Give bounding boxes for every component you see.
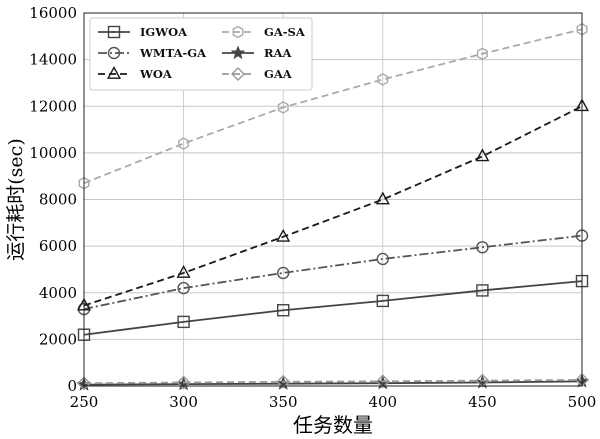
y-tick-label: 12000 <box>29 97 77 115</box>
y-tick-label: 16000 <box>29 4 77 22</box>
y-tick-label: 10000 <box>29 144 77 162</box>
legend-label: GAA <box>264 67 293 81</box>
legend-entry-igwoa: IGWOA <box>98 25 188 39</box>
y-tick-label: 4000 <box>39 284 77 302</box>
legend: IGWOA WMTA-GA WOA GA-SA RAA GAA <box>90 18 312 90</box>
x-tick-label: 400 <box>368 393 397 411</box>
legend-label: WMTA-GA <box>139 46 207 60</box>
x-axis-title: 任务数量 <box>293 413 373 437</box>
legend-label: IGWOA <box>140 25 188 39</box>
y-tick-label: 14000 <box>29 51 77 69</box>
x-tick-label: 250 <box>70 393 99 411</box>
legend-label: RAA <box>264 46 292 60</box>
y-tick-label: 6000 <box>39 237 77 255</box>
x-tick-label: 450 <box>468 393 497 411</box>
y-tick-label: 0 <box>67 377 77 395</box>
legend-label: GA-SA <box>264 25 306 39</box>
x-tick-label: 500 <box>568 393 597 411</box>
x-tick-label: 300 <box>169 393 198 411</box>
y-tick-label: 8000 <box>39 191 77 209</box>
legend-label: WOA <box>139 67 173 81</box>
y-axis-title: 运行耗时(sec) <box>5 138 27 260</box>
y-tick-label: 2000 <box>39 330 77 348</box>
x-tick-label: 350 <box>269 393 298 411</box>
